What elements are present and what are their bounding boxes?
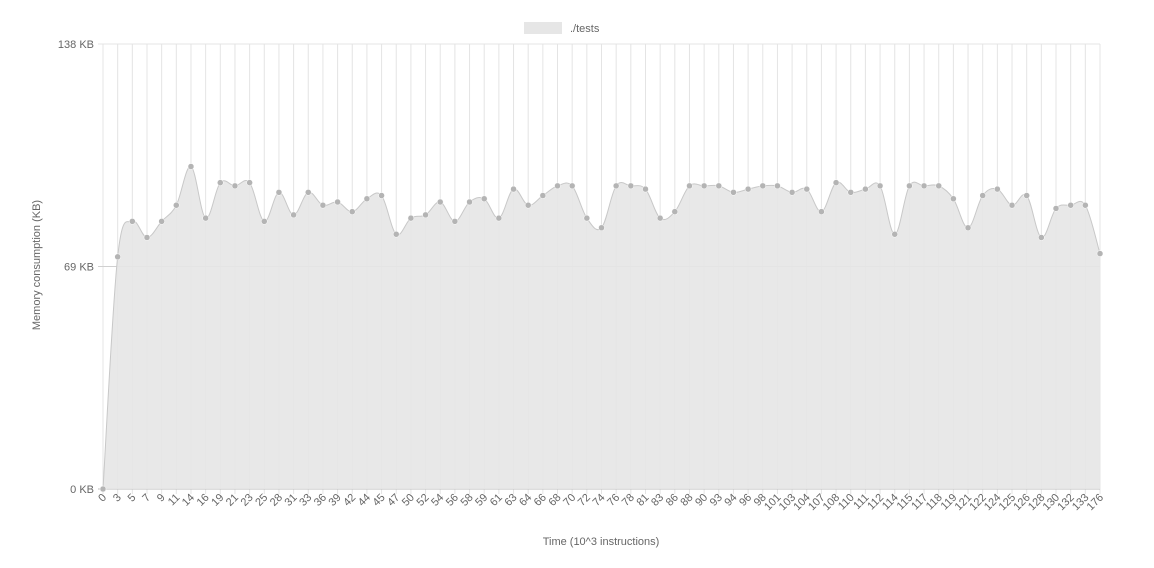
data-point[interactable] (642, 185, 649, 193)
data-point[interactable] (583, 214, 591, 222)
data-point[interactable] (99, 485, 107, 493)
data-point[interactable] (539, 192, 547, 199)
data-point[interactable] (480, 195, 488, 203)
data-point[interactable] (407, 214, 415, 222)
data-point[interactable] (788, 189, 796, 196)
data-point[interactable] (334, 198, 341, 206)
data-point[interactable] (290, 211, 297, 219)
data-point[interactable] (715, 182, 723, 190)
data-point[interactable] (1008, 201, 1016, 209)
data-point[interactable] (305, 189, 312, 196)
data-point[interactable] (1082, 201, 1089, 209)
data-point[interactable] (436, 198, 444, 206)
data-point[interactable] (349, 208, 356, 215)
data-point[interactable] (261, 218, 268, 225)
data-point[interactable] (759, 182, 767, 190)
data-point[interactable] (114, 253, 121, 261)
x-axis-label: Time (10^3 instructions) (543, 536, 660, 548)
data-point[interactable] (950, 195, 957, 203)
series-line (102, 166, 1101, 490)
data-point[interactable] (964, 224, 972, 232)
data-point[interactable] (378, 192, 385, 199)
data-point[interactable] (495, 214, 503, 222)
data-point[interactable] (451, 218, 459, 225)
data-point[interactable] (803, 185, 811, 193)
data-point[interactable] (422, 211, 429, 219)
data-point[interactable] (129, 218, 136, 225)
data-point[interactable] (612, 182, 620, 190)
data-point[interactable] (1067, 201, 1074, 209)
legend-label[interactable]: ./tests (570, 23, 600, 35)
data-points (99, 163, 1104, 493)
data-point[interactable] (627, 182, 635, 190)
data-point[interactable] (1038, 234, 1045, 241)
area-fill (103, 166, 1100, 490)
data-point[interactable] (862, 185, 869, 193)
data-point[interactable] (217, 179, 224, 186)
data-point[interactable] (847, 189, 854, 196)
data-point[interactable] (979, 192, 986, 199)
data-point[interactable] (143, 234, 151, 241)
data-point[interactable] (524, 201, 532, 209)
x-axis-ticks: 0 3 5 7 911141619212325283133363942444547505… (96, 492, 1106, 513)
data-point[interactable] (598, 224, 605, 232)
data-point[interactable] (568, 182, 576, 190)
data-point[interactable] (510, 185, 517, 193)
data-point[interactable] (656, 214, 664, 222)
data-point[interactable] (906, 182, 913, 190)
data-point[interactable] (744, 185, 752, 193)
data-point[interactable] (173, 201, 180, 209)
data-point[interactable] (275, 189, 283, 196)
data-point[interactable] (363, 195, 371, 203)
data-point[interactable] (700, 182, 708, 190)
data-point[interactable] (686, 182, 693, 190)
y-tick-label: 138 KB (58, 39, 94, 51)
y-axis-ticks: 0 KB 69 KB 138 KB (58, 39, 94, 496)
data-point[interactable] (1096, 250, 1104, 257)
data-point[interactable] (231, 182, 239, 190)
data-point[interactable] (774, 182, 781, 190)
data-point[interactable] (994, 185, 1001, 193)
x-tick-label: 176 (1085, 492, 1106, 513)
y-axis-label: Memory consumption (KB) (31, 200, 43, 330)
data-point[interactable] (202, 214, 209, 222)
y-tick-label: 69 KB (64, 262, 94, 274)
area-series (102, 166, 1101, 490)
data-point[interactable] (818, 208, 825, 215)
data-point[interactable] (158, 218, 165, 225)
data-point[interactable] (671, 208, 679, 215)
data-point[interactable] (1052, 205, 1060, 212)
data-point[interactable] (935, 182, 942, 190)
data-point[interactable] (730, 189, 737, 196)
data-point[interactable] (466, 198, 473, 206)
data-point[interactable] (554, 182, 561, 190)
data-point[interactable] (891, 231, 898, 238)
legend[interactable]: ./tests (524, 22, 600, 35)
data-point[interactable] (832, 179, 840, 186)
data-point[interactable] (392, 231, 400, 238)
data-point[interactable] (187, 163, 195, 170)
data-point[interactable] (1023, 192, 1030, 199)
data-point[interactable] (246, 179, 253, 186)
data-point[interactable] (876, 182, 884, 190)
legend-swatch[interactable] (524, 22, 562, 34)
data-point[interactable] (920, 182, 928, 190)
y-tick-label: 0 KB (70, 484, 94, 496)
data-point[interactable] (319, 201, 327, 209)
